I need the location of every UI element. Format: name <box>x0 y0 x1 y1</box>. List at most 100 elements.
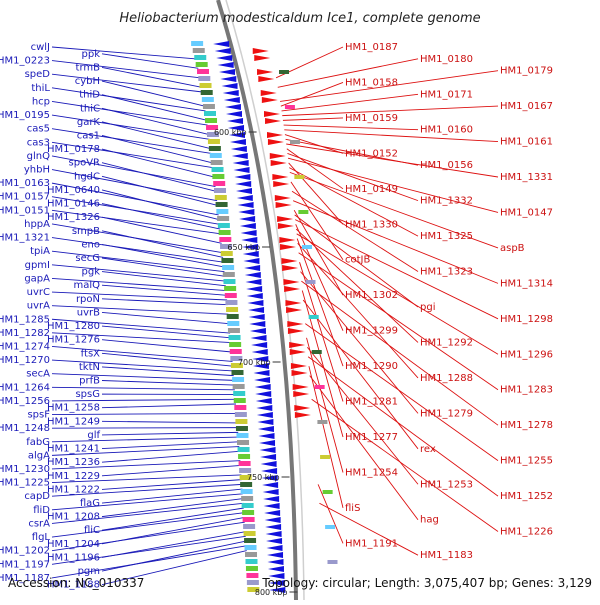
feature-block <box>312 350 322 354</box>
feature-block <box>325 525 335 529</box>
feature-block <box>235 419 247 424</box>
gene-label-left: HM1_0640 <box>47 185 100 196</box>
gene-label-right: HM1_1296 <box>500 349 553 360</box>
gene-label-left: speD <box>25 69 51 80</box>
map-title: Heliobacterium modesticaldum Ice1, compl… <box>119 11 480 26</box>
gene-label-left: thiC <box>80 103 100 114</box>
feature-block <box>290 140 300 144</box>
feature-block <box>227 314 239 319</box>
gene-label-left: fliC <box>84 525 100 536</box>
feature-block <box>193 48 205 53</box>
feature-block <box>243 517 255 522</box>
gene-label-right: fliS <box>345 503 360 514</box>
feature-block <box>227 321 239 326</box>
gene-label-right: HM1_0147 <box>500 207 553 218</box>
gene-label-right: HM1_0179 <box>500 66 553 77</box>
gene-label-right: HM1_0149 <box>345 184 398 195</box>
feature-block <box>224 286 236 291</box>
gene-label-left: spoVR <box>69 158 101 169</box>
gene-label-left: HM1_1204 <box>47 539 100 550</box>
gene-label-left: tktN <box>79 362 100 373</box>
gene-label-right: HM1_1255 <box>500 456 553 467</box>
gene-label-right: HM1_0161 <box>500 137 553 148</box>
feature-block <box>233 391 245 396</box>
tick-label: 750 kbp <box>247 473 280 482</box>
feature-block <box>225 300 237 305</box>
gene-label-left: trmB <box>76 62 101 73</box>
gene-label-left: HM1_0223 <box>0 56 50 67</box>
gene-label-right: HM1_1331 <box>500 172 553 183</box>
gene-label-right: cotJB <box>345 255 370 266</box>
gene-label-left: pgk <box>82 267 101 278</box>
gene-label-left: HM1_1264 <box>0 382 50 393</box>
gene-label-left: uvrC <box>27 287 50 298</box>
summary-text: Topology: circular; Length: 3,075,407 bp… <box>261 576 592 590</box>
feature-block <box>197 69 209 74</box>
gene-label-left: garK <box>77 117 101 128</box>
gene-label-right: hag <box>420 515 439 526</box>
gene-label-left: thiD <box>79 90 100 101</box>
gene-label-left: spsG <box>75 389 100 400</box>
gene-label-right: aspB <box>500 243 525 254</box>
feature-block <box>226 307 238 312</box>
gene-label-right: HM1_1292 <box>420 337 473 348</box>
feature-block <box>237 440 249 445</box>
feature-block <box>236 433 248 438</box>
gene-label-left: HM1_1230 <box>0 464 50 475</box>
gene-label-right: HM1_0160 <box>420 125 473 136</box>
left-connector <box>52 428 238 429</box>
feature-block <box>219 237 231 242</box>
feature-block <box>200 83 212 88</box>
feature-block <box>221 258 233 263</box>
feature-block <box>205 118 217 123</box>
feature-block <box>323 490 333 494</box>
gene-label-left: HM1_1196 <box>47 552 100 563</box>
feature-block <box>238 454 250 459</box>
gene-label-left: HM1_1249 <box>47 416 100 427</box>
gene-label-left: cwlJ <box>31 42 50 53</box>
feature-block <box>214 188 226 193</box>
feature-block <box>222 265 234 270</box>
gene-label-left: prfB <box>79 376 100 387</box>
feature-block <box>243 524 255 529</box>
gene-label-right: HM1_1277 <box>345 432 398 443</box>
gene-label-right: HM1_1191 <box>345 538 398 549</box>
gene-label-right: HM1_1254 <box>345 467 398 478</box>
gene-label-left: gapA <box>24 273 50 284</box>
gene-label-left: HM1_1202 <box>0 546 50 557</box>
gene-label-left: HM1_1208 <box>47 512 100 523</box>
gene-label-left: HM1_0163 <box>0 178 50 189</box>
gene-label-left: HM1_0151 <box>0 205 50 216</box>
gene-label-right: HM1_0180 <box>420 54 473 65</box>
gene-label-left: HM1_1285 <box>0 314 50 325</box>
gene-label-right: HM1_0152 <box>345 148 398 159</box>
feature-block <box>247 580 259 585</box>
feature-block <box>213 181 225 186</box>
feature-block <box>245 559 257 564</box>
feature-block <box>241 496 253 501</box>
gene-label-left: glf <box>87 430 100 441</box>
gene-label-right: HM1_1183 <box>420 550 473 561</box>
gene-label-right: rex <box>420 444 436 455</box>
gene-label-right: HM1_1323 <box>420 267 473 278</box>
gene-label-right: HM1_1252 <box>500 491 553 502</box>
feature-block <box>209 146 221 151</box>
feature-block <box>242 510 254 515</box>
feature-block <box>320 455 330 459</box>
gene-label-left: uvrB <box>77 307 100 318</box>
gene-label-left: capD <box>24 491 50 502</box>
feature-block <box>245 552 257 557</box>
gene-label-left: rpoN <box>76 294 100 305</box>
gene-label-left: HM1_1222 <box>47 484 100 495</box>
gene-label-right: HM1_1299 <box>345 326 398 337</box>
feature-block <box>191 41 203 46</box>
feature-block <box>223 272 235 277</box>
gene-label-left: yhbH <box>24 165 50 176</box>
feature-block <box>216 202 228 207</box>
gene-label-left: HM1_1282 <box>0 328 50 339</box>
feature-block <box>244 538 256 543</box>
feature-block <box>203 104 215 109</box>
feature-block <box>231 370 243 375</box>
gene-label-right: HM1_1281 <box>345 397 398 408</box>
